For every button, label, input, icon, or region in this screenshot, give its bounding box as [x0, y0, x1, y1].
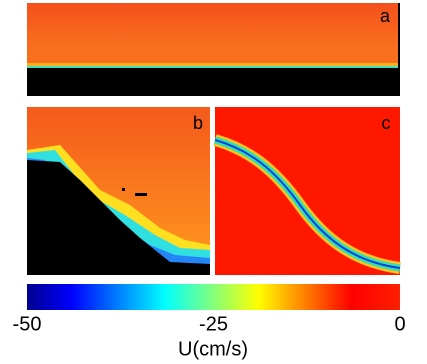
shear-layer — [214, 139, 401, 269]
edge — [398, 3, 400, 68]
colorbar-tick-label: 0 — [394, 313, 405, 335]
panel-label: b — [193, 113, 203, 133]
panel-c: c — [213, 107, 401, 275]
panel-label: a — [380, 6, 391, 26]
shear-layer — [27, 63, 400, 67]
mark — [135, 193, 147, 196]
colorbar-label: U(cm/s) — [178, 338, 248, 360]
colorbar-tick-label: -50 — [13, 313, 42, 335]
panel-b: b — [27, 107, 210, 275]
colorbar — [27, 284, 400, 310]
colorbar-tick-label: -25 — [199, 313, 228, 335]
field — [27, 3, 400, 67]
bed — [27, 160, 210, 275]
shear-layer — [27, 66, 400, 68]
panel-label: c — [382, 113, 391, 133]
colorbar-ticks: -50 -25 0 — [13, 313, 406, 335]
field — [215, 107, 400, 275]
panel-a: a — [27, 3, 400, 96]
mark — [122, 188, 125, 191]
bed — [27, 68, 400, 96]
